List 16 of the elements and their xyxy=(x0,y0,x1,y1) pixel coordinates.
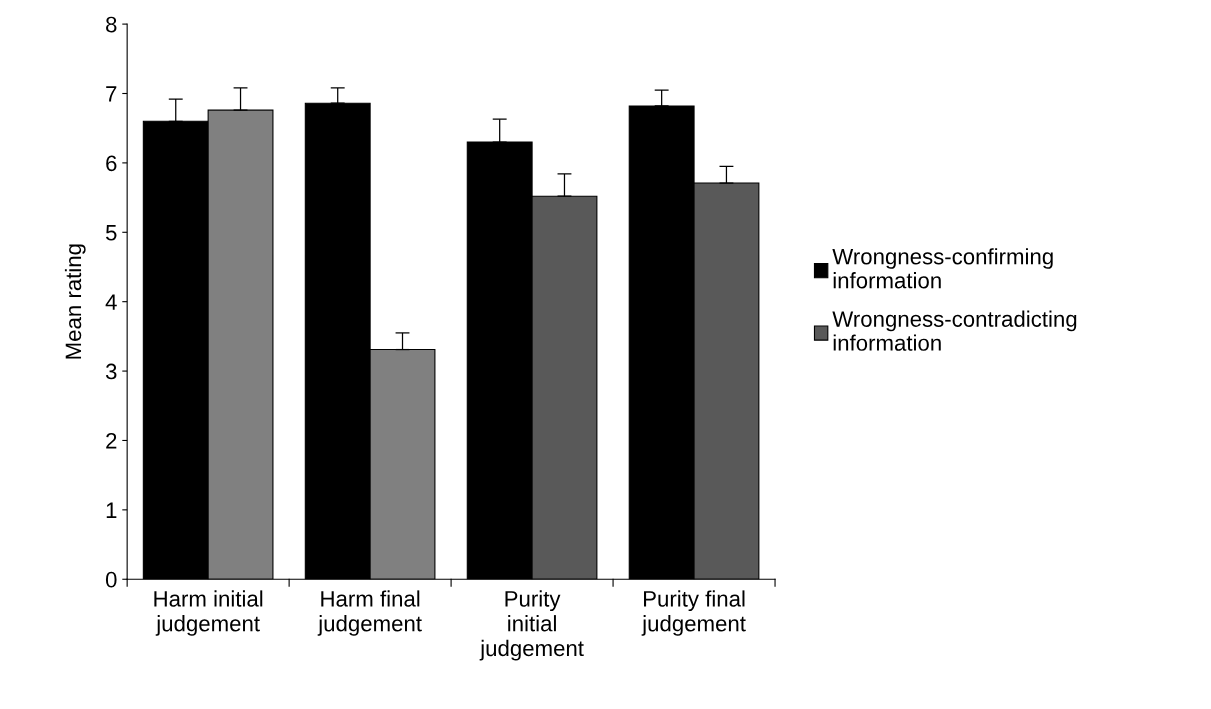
y-tick-label: 1 xyxy=(106,502,117,518)
x-tick-label: Purity final judgement xyxy=(641,590,746,636)
x-tick-label: Harm final judgement xyxy=(317,590,422,636)
y-tick-label: 2 xyxy=(106,433,117,449)
legend-label: Wrongness-contradicting information xyxy=(832,310,1077,351)
y-tick-label: 3 xyxy=(105,363,117,380)
y-axis-title: Mean rating xyxy=(64,244,86,359)
x-tick-label: Purity initial judgement xyxy=(479,590,584,661)
y-tick-label: 4 xyxy=(105,294,117,310)
y-tick-label: 6 xyxy=(106,155,117,172)
y-tick-label: 7 xyxy=(106,86,117,102)
y-tick-label: 5 xyxy=(105,225,117,241)
y-tick-label: 8 xyxy=(106,16,117,33)
legend-label: Wrongness-confirming information xyxy=(832,248,1053,289)
x-tick-label: Harm initial judgement xyxy=(154,590,263,636)
y-tick-label: 0 xyxy=(105,571,117,588)
